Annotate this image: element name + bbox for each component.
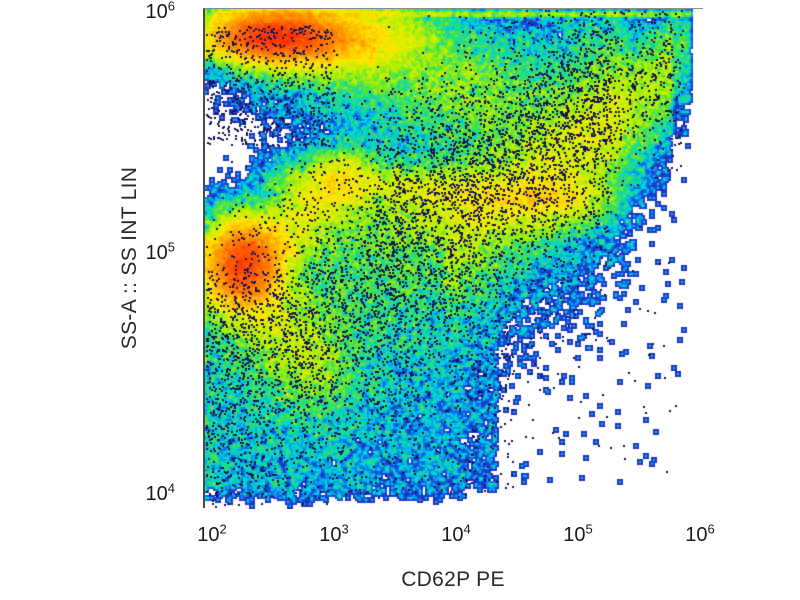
tick-exponent: 6 <box>167 0 175 14</box>
tick-exponent: 5 <box>585 521 593 537</box>
tick-mantissa: 10 <box>685 524 708 546</box>
density-scatter-canvas <box>205 9 705 509</box>
x-tick-label-1e3: 103 <box>319 522 348 546</box>
tick-mantissa: 10 <box>197 524 220 546</box>
x-axis-title: CD62P PE <box>401 568 505 591</box>
tick-exponent: 3 <box>341 521 349 537</box>
tick-mantissa: 10 <box>319 524 342 546</box>
tick-mantissa: 10 <box>145 483 168 505</box>
x-tick-label-1e2: 102 <box>197 522 226 546</box>
x-tick-label-1e4: 104 <box>441 522 470 546</box>
tick-exponent: 4 <box>463 521 471 537</box>
y-tick-label-1e5: 105 <box>145 240 175 264</box>
tick-exponent: 5 <box>167 239 175 255</box>
tick-mantissa: 10 <box>441 524 464 546</box>
y-axis-title: SS-A :: SS INT LIN <box>118 166 141 350</box>
tick-mantissa: 10 <box>145 242 168 264</box>
tick-exponent: 6 <box>707 521 715 537</box>
tick-mantissa: 10 <box>563 524 586 546</box>
tick-exponent: 4 <box>167 480 175 496</box>
y-tick-label-1e4: 104 <box>145 481 175 505</box>
tick-mantissa: 10 <box>145 1 168 23</box>
scatter-plot-frame <box>203 8 705 509</box>
x-tick-label-1e5: 105 <box>563 522 592 546</box>
tick-exponent: 2 <box>219 521 227 537</box>
x-tick-label-1e6: 106 <box>685 522 714 546</box>
y-tick-label-1e6: 106 <box>145 0 175 23</box>
